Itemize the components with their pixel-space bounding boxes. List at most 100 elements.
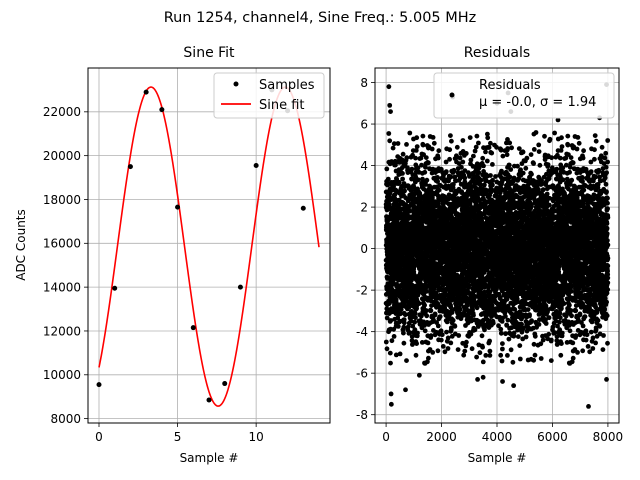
residual-point [423, 164, 428, 170]
residual-point [407, 208, 412, 214]
residual-point [422, 169, 428, 175]
residual-point [467, 135, 473, 141]
residual-point [438, 337, 444, 343]
residual-point [508, 167, 514, 172]
sample-point [159, 107, 165, 113]
residual-point [451, 167, 457, 173]
residual-point [435, 175, 440, 180]
residual-point [419, 162, 424, 168]
residual-point [404, 142, 409, 147]
residual-point [412, 311, 418, 316]
residual-point [508, 347, 514, 353]
residual-point [391, 334, 397, 339]
residual-point [435, 155, 441, 161]
residual-point [404, 358, 409, 363]
residual-point [412, 327, 418, 333]
residual-point [405, 165, 410, 171]
residual-point [424, 313, 430, 319]
residual-point [384, 315, 390, 321]
residual-point [445, 346, 451, 351]
residual-point [500, 153, 506, 159]
x-tick-label: 10 [249, 430, 264, 444]
y-tick-label: 18000 [43, 193, 81, 207]
sine-fit-legend-box [213, 72, 325, 119]
residual-point [487, 348, 493, 354]
residual-point [388, 318, 394, 323]
residual-point [405, 324, 411, 330]
residual-point [460, 159, 466, 165]
residual-point [389, 159, 394, 164]
residual-point [395, 141, 401, 146]
residual-point [510, 359, 516, 365]
residual-point [487, 353, 493, 358]
residual-point [428, 308, 434, 314]
residual-point [386, 131, 392, 136]
residual-point [480, 359, 486, 365]
residual-point [386, 201, 392, 207]
residuals-points-layer [383, 82, 611, 409]
residual-point [498, 330, 504, 336]
residual-point [507, 140, 513, 146]
residual-point [384, 166, 390, 172]
residual-point [506, 336, 512, 342]
residual-point [423, 308, 429, 313]
residual-point [509, 145, 514, 151]
residual-point [423, 182, 428, 187]
sine-fit-plot-frame [87, 67, 331, 424]
residual-point [471, 312, 476, 318]
sample-point [127, 164, 133, 170]
residual-point [431, 140, 437, 146]
residual-point [474, 354, 479, 360]
residual-point [410, 323, 416, 329]
y-tick-label: 8000 [50, 412, 81, 426]
residual-point [401, 324, 407, 330]
residual-point [500, 341, 505, 346]
residual-point [457, 155, 463, 161]
residual-point [400, 171, 405, 176]
residual-point [474, 305, 480, 311]
residual-point [397, 351, 403, 357]
residual-point [424, 288, 430, 294]
sine-fit-ylabel: ADC Counts [14, 209, 28, 281]
residual-point [432, 311, 438, 317]
residual-point [415, 165, 421, 171]
x-tick-label: 0 [95, 430, 103, 444]
residual-point [477, 350, 483, 356]
residual-point [393, 352, 399, 358]
residual-point [480, 344, 485, 350]
residual-point [413, 155, 418, 161]
residual-point [402, 312, 408, 318]
residual-point [450, 318, 456, 323]
residual-point [425, 340, 431, 346]
residual-point [461, 352, 467, 358]
residual-point [428, 333, 434, 339]
residual-point [516, 146, 522, 152]
residual-point [489, 150, 495, 156]
residual-point [387, 138, 393, 144]
legend-samples-label: Samples [259, 78, 315, 93]
residual-point [507, 174, 513, 180]
residual-point [515, 334, 521, 339]
residual-point [383, 339, 389, 345]
residual-point [435, 323, 441, 329]
residual-point [445, 335, 451, 341]
residual-point [418, 313, 424, 319]
residual-point [464, 339, 469, 345]
residual-point [447, 147, 453, 153]
residual-point [439, 332, 445, 338]
residual-point [479, 333, 485, 339]
residual-point [391, 141, 397, 147]
residual-point [476, 140, 481, 146]
sample-point [143, 89, 149, 95]
residual-point [389, 338, 395, 344]
residual-point [505, 353, 510, 358]
residual-point [449, 138, 454, 144]
y-tick-label: 20000 [43, 149, 81, 163]
residual-point [488, 173, 493, 178]
residual-point [480, 155, 486, 161]
residual-point [455, 347, 461, 352]
residual-point [460, 138, 466, 143]
y-tick-label: 16000 [43, 237, 81, 251]
residual-point [444, 329, 449, 335]
residual-point [490, 177, 495, 183]
